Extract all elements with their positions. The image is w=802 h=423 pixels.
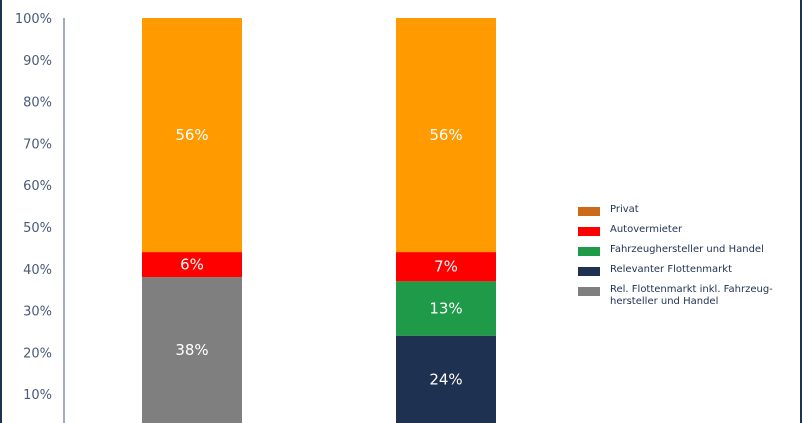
- legend-item: Relevanter Flottenmarkt: [578, 264, 798, 276]
- legend-swatch: [578, 267, 600, 276]
- legend-swatch: [578, 287, 600, 296]
- bar-segment: [142, 18, 242, 253]
- y-tick-label: 100%: [15, 12, 52, 27]
- legend-label: Autovermieter: [610, 224, 683, 235]
- y-axis-ticks: 10% 20% 30% 40% 50% 60% 70% 80% 90% 100%: [15, 12, 52, 403]
- legend-swatch: [578, 247, 600, 256]
- bar-segment: [142, 252, 242, 278]
- legend-label: Relevanter Flottenmarkt: [610, 264, 733, 275]
- legend-label: Privat: [610, 204, 639, 215]
- y-tick-label: 10%: [23, 388, 52, 403]
- y-tick-label: 20%: [23, 346, 52, 361]
- legend-item: Autovermieter: [578, 224, 798, 236]
- legend-item: Rel. Flottenmarkt inkl. Fahrzeug-herstel…: [578, 284, 798, 308]
- bar-data-label: 56%: [175, 126, 208, 144]
- y-tick-label: 30%: [23, 305, 52, 320]
- legend-label: Rel. Flottenmarkt inkl. Fahrzeug-herstel…: [610, 284, 773, 307]
- bar-data-label: 6%: [180, 256, 204, 274]
- y-tick-label: 60%: [23, 179, 52, 194]
- bar-data-label: 56%: [429, 126, 462, 144]
- y-tick-label: 90%: [23, 54, 52, 69]
- legend-label: Fahrzeughersteller und Handel: [610, 244, 764, 255]
- bar-data-label: 24%: [429, 370, 462, 388]
- bar-segment: [396, 18, 496, 253]
- legend: Privat Autovermieter Fahrzeughersteller un…: [578, 204, 798, 316]
- y-tick-label: 70%: [23, 137, 52, 152]
- bar-segment: [396, 335, 496, 423]
- bar-data-label: 13%: [429, 300, 462, 318]
- y-tick-label: 50%: [23, 221, 52, 236]
- bar-data-label: 7%: [434, 258, 458, 276]
- y-tick-label: 40%: [23, 263, 52, 278]
- bar-segment: [142, 277, 242, 423]
- legend-item: Fahrzeughersteller und Handel: [578, 244, 798, 256]
- bar-data-label: 38%: [175, 341, 208, 359]
- y-tick-label: 80%: [23, 96, 52, 111]
- bars: 38% 6% 56% 24% 13% 7% 56%: [142, 18, 496, 423]
- legend-item: Privat: [578, 204, 798, 216]
- bar-segment: [396, 252, 496, 282]
- legend-swatch: [578, 227, 600, 236]
- legend-swatch: [578, 207, 600, 216]
- bar-segment: [396, 281, 496, 336]
